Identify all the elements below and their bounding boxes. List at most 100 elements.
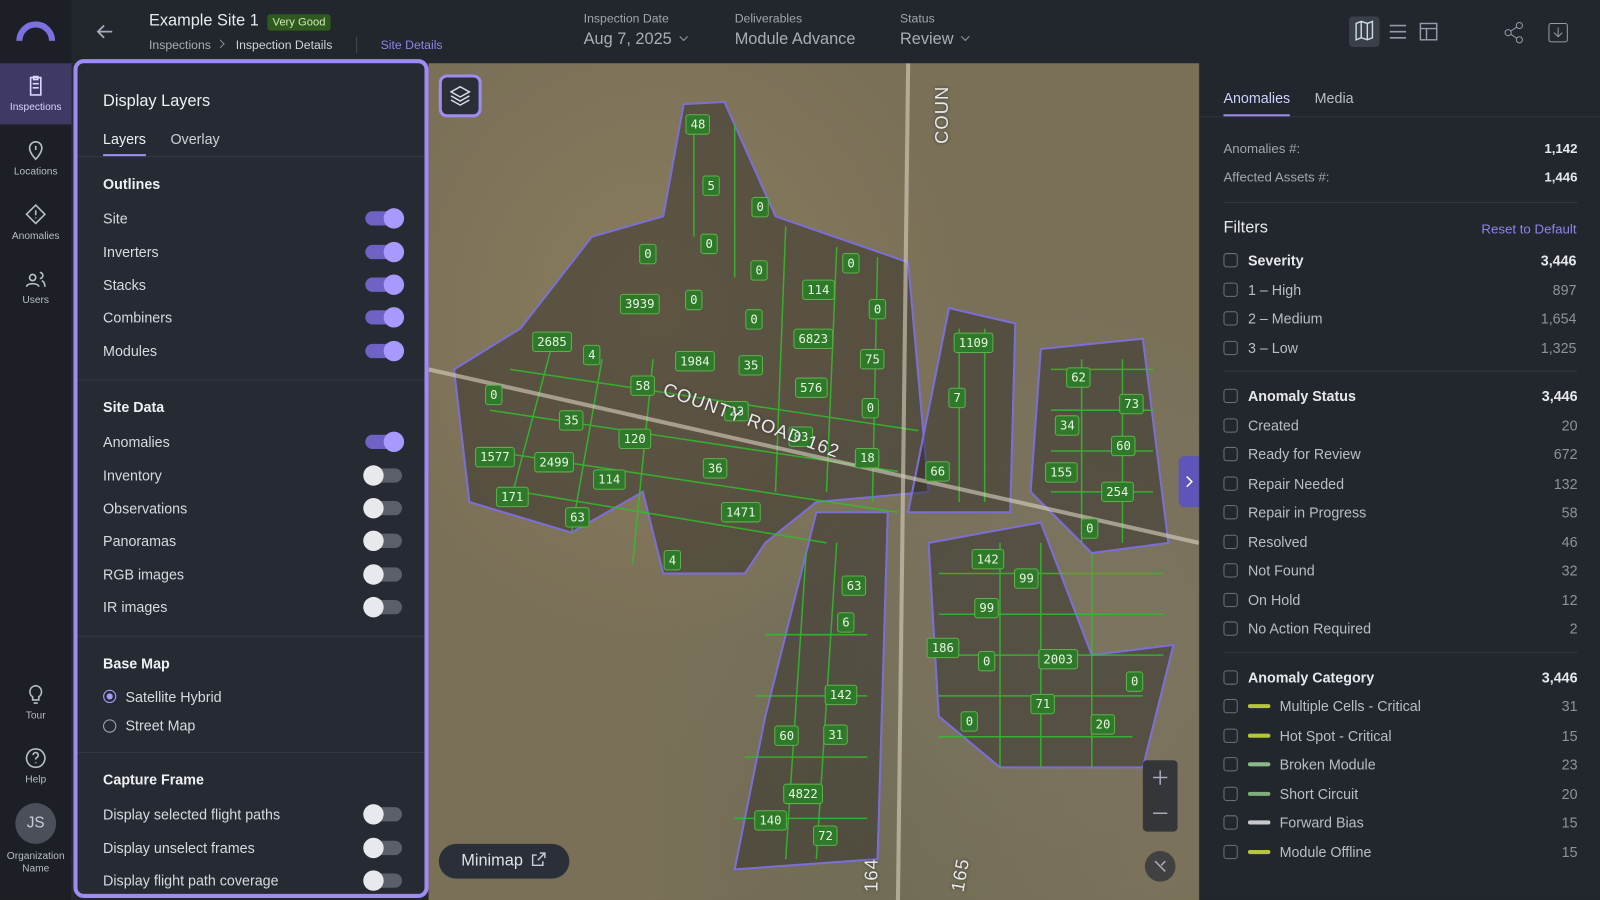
checkbox[interactable] xyxy=(1223,534,1238,549)
map-label[interactable]: 0 xyxy=(745,309,763,330)
map-label[interactable]: 5 xyxy=(702,175,721,196)
filter-row[interactable]: Resolved 46 xyxy=(1223,527,1578,556)
map-label[interactable]: 66 xyxy=(925,461,951,482)
toggle[interactable] xyxy=(365,431,405,453)
map-label[interactable]: 0 xyxy=(1080,518,1099,539)
checkbox[interactable] xyxy=(1223,670,1238,685)
filter-row[interactable]: Module Offline 15 xyxy=(1223,837,1578,866)
filter-row[interactable]: Forward Bias 15 xyxy=(1223,808,1578,837)
map-label[interactable]: 31 xyxy=(823,724,849,745)
checkbox[interactable] xyxy=(1223,757,1238,772)
map-label[interactable]: 0 xyxy=(751,196,769,218)
toggle[interactable] xyxy=(363,804,403,825)
map-label[interactable]: 0 xyxy=(868,298,887,320)
download-icon[interactable] xyxy=(1546,20,1570,44)
filter-row[interactable]: Created 20 xyxy=(1223,411,1578,440)
map-label[interactable]: 114 xyxy=(802,279,835,300)
map-label[interactable]: 63 xyxy=(565,507,591,528)
checkbox[interactable] xyxy=(1223,728,1238,743)
checkbox[interactable] xyxy=(1223,815,1238,830)
map-label[interactable]: 0 xyxy=(1125,671,1144,692)
toggle[interactable] xyxy=(365,208,405,229)
map[interactable]: 48 5 0 0 0 0 0 114 3939 0 0 2685 4 0 6823 1984 35 75 58 576… xyxy=(428,63,1199,900)
map-label[interactable]: 0 xyxy=(750,260,768,281)
checkbox[interactable] xyxy=(1223,311,1238,326)
breadcrumb[interactable]: Inspection Details xyxy=(235,37,333,53)
map-label[interactable]: 2499 xyxy=(534,452,574,473)
nav-item[interactable]: Anomalies xyxy=(0,192,71,253)
field-value[interactable]: Aug 7, 2025 xyxy=(584,31,689,49)
map-label[interactable]: 60 xyxy=(774,725,800,746)
map-label[interactable]: 0 xyxy=(960,711,979,732)
map-label[interactable]: 142 xyxy=(971,548,1004,570)
filter-row[interactable]: 3 – Low 1,325 xyxy=(1200,333,1600,362)
map-label[interactable]: 48 xyxy=(685,114,711,135)
filter-row[interactable]: Ready for Review 672 xyxy=(1223,440,1578,469)
field-value[interactable]: Review xyxy=(900,31,971,49)
map-label[interactable]: 2003 xyxy=(1038,648,1079,670)
toggle[interactable] xyxy=(365,241,405,262)
filter-row[interactable]: 1 – High 897 xyxy=(1200,275,1600,304)
map-label[interactable]: 120 xyxy=(618,428,651,449)
map-label[interactable]: 72 xyxy=(813,825,838,846)
minimap-button[interactable]: Minimap xyxy=(438,843,570,879)
nav-item[interactable]: Locations xyxy=(0,128,71,189)
layers-button[interactable] xyxy=(438,74,482,118)
map-label[interactable]: 36 xyxy=(702,458,728,479)
share-icon[interactable] xyxy=(1502,20,1526,44)
filter-row[interactable]: Multiple Cells - Critical 31 xyxy=(1223,692,1578,721)
filter-row[interactable]: 2 – Medium 1,654 xyxy=(1200,304,1600,333)
map-label[interactable]: 73 xyxy=(1119,393,1145,415)
checkbox[interactable] xyxy=(1223,592,1238,607)
filter-row[interactable]: Anomaly Status 3,446 xyxy=(1223,382,1578,411)
map-label[interactable]: 0 xyxy=(639,243,657,265)
map-label[interactable]: 20 xyxy=(1090,714,1116,735)
map-label[interactable]: 4 xyxy=(583,344,601,366)
collapse-tab[interactable] xyxy=(1178,456,1199,508)
checkbox[interactable] xyxy=(1223,282,1238,297)
map-label[interactable]: 99 xyxy=(1014,568,1039,589)
panel-tab[interactable]: Layers xyxy=(103,131,146,157)
checkbox[interactable] xyxy=(1223,505,1238,520)
checkbox[interactable] xyxy=(1223,699,1238,714)
toggle[interactable] xyxy=(363,597,403,618)
back-icon[interactable] xyxy=(94,20,116,42)
map-label[interactable]: 6823 xyxy=(793,328,834,349)
map-label[interactable]: 4 xyxy=(663,549,682,571)
filter-row[interactable]: No Action Required 2 xyxy=(1223,614,1578,643)
filter-row[interactable]: Repair Needed 132 xyxy=(1223,469,1578,498)
map-label[interactable]: 0 xyxy=(685,289,703,311)
checkbox[interactable] xyxy=(1223,447,1238,462)
map-label[interactable]: 155 xyxy=(1045,462,1078,483)
sidebar-tab[interactable]: Anomalies xyxy=(1223,90,1291,117)
map-label[interactable]: 0 xyxy=(842,253,860,274)
map-label[interactable]: 35 xyxy=(738,355,764,376)
logo[interactable] xyxy=(15,16,56,47)
map-label[interactable]: 1984 xyxy=(675,351,715,372)
map-label[interactable]: 75 xyxy=(859,348,885,370)
breadcrumb[interactable]: Inspections xyxy=(148,37,211,53)
filter-row[interactable]: Anomaly Category 3,446 xyxy=(1223,663,1578,692)
checkbox[interactable] xyxy=(1223,621,1238,636)
map-label[interactable]: 62 xyxy=(1066,367,1092,388)
checkbox[interactable] xyxy=(1223,476,1238,491)
filter-row[interactable]: Severity 3,446 xyxy=(1200,246,1600,275)
map-label[interactable]: 3939 xyxy=(619,293,660,315)
map-label[interactable]: 1577 xyxy=(475,446,515,468)
map-label[interactable]: 58 xyxy=(630,375,656,396)
map-label[interactable]: 1109 xyxy=(953,332,994,354)
checkbox[interactable] xyxy=(1223,340,1238,355)
map-label[interactable]: 18 xyxy=(854,447,880,469)
toggle[interactable] xyxy=(363,497,403,519)
filter-row[interactable]: Not Found 32 xyxy=(1223,556,1578,585)
reset-link[interactable]: Reset to Default xyxy=(1481,220,1577,237)
filter-row[interactable]: Hot Spot - Critical 15 xyxy=(1223,721,1578,750)
toggle[interactable] xyxy=(365,307,405,328)
map-label[interactable]: 23 xyxy=(724,401,750,422)
nav-item[interactable]: Users xyxy=(0,256,71,317)
panel-tab[interactable]: Overlay xyxy=(170,130,220,147)
filter-row[interactable]: On Hold 12 xyxy=(1223,585,1578,614)
map-label[interactable]: 60 xyxy=(1110,435,1136,457)
filter-row[interactable]: Broken Module 23 xyxy=(1223,750,1578,779)
toggle[interactable] xyxy=(363,464,403,486)
